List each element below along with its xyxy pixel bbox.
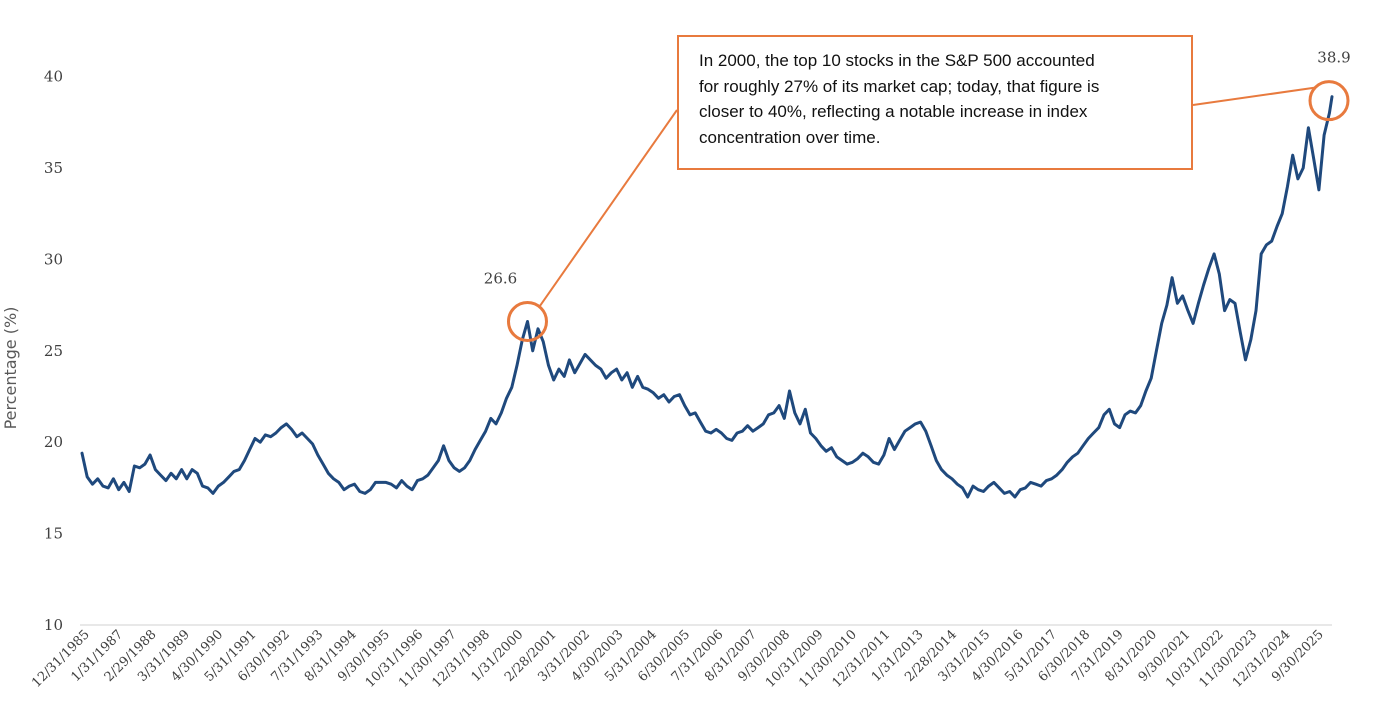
callout-text-line: closer to 40%, reflecting a notable incr… bbox=[699, 102, 1088, 121]
data-label-latest: 38.9 bbox=[1317, 49, 1350, 67]
y-tick-label: 10 bbox=[44, 616, 63, 634]
y-axis-ticks: 10 15 20 25 30 35 40 bbox=[44, 68, 63, 634]
highlight-circle-2025 bbox=[1308, 80, 1350, 122]
y-tick-label: 25 bbox=[44, 342, 63, 360]
data-label-2000-peak: 26.6 bbox=[484, 270, 517, 288]
y-axis-title: Percentage (%) bbox=[1, 307, 20, 430]
callout-text-line: In 2000, the top 10 stocks in the S&P 50… bbox=[699, 51, 1095, 70]
y-tick-label: 15 bbox=[44, 525, 63, 543]
callout-connector-line bbox=[1192, 86, 1316, 106]
x-axis-ticks: 12/31/19851/31/19872/29/19883/31/19894/3… bbox=[29, 627, 1327, 691]
y-tick-label: 35 bbox=[44, 159, 63, 177]
callout-connector-line bbox=[538, 109, 678, 308]
callout-text-line: concentration over time. bbox=[699, 127, 881, 147]
callout-box: In 2000, the top 10 stocks in the S&P 50… bbox=[677, 35, 1193, 170]
series-line bbox=[80, 95, 1334, 499]
callout-text-line: for roughly 27% of its market cap; today… bbox=[699, 76, 1100, 96]
y-tick-label: 30 bbox=[44, 250, 63, 268]
highlight-circle-2000 bbox=[506, 301, 548, 343]
y-tick-label: 20 bbox=[44, 433, 63, 451]
y-tick-label: 40 bbox=[44, 68, 63, 86]
